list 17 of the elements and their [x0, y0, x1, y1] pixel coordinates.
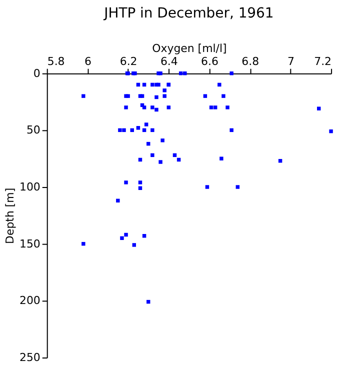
y-tick-label: 50	[26, 124, 40, 137]
chart-title: JHTP in December, 1961	[103, 5, 274, 22]
y-tick-label: 250	[19, 350, 40, 364]
x-tick-label: 6.2	[120, 54, 138, 68]
x-tick-label: 6.8	[242, 54, 260, 68]
x-axis-title: Oxygen [ml/l]	[152, 42, 227, 55]
x-tick-label: 7	[287, 54, 294, 68]
y-tick-label: 100	[19, 180, 40, 194]
y-tick-label: 150	[19, 237, 40, 250]
x-tick-label: 6.6	[201, 54, 218, 68]
x-tick-label: 6.4	[160, 54, 178, 68]
y-tick-label: 200	[19, 294, 40, 308]
x-tick-label: 5.8	[47, 54, 65, 68]
x-tick-label: 6	[84, 54, 92, 68]
x-tick-label: 7.2	[314, 54, 332, 68]
y-axis-title: Depth [m]	[3, 188, 16, 244]
y-tick-label: 0	[33, 66, 40, 80]
